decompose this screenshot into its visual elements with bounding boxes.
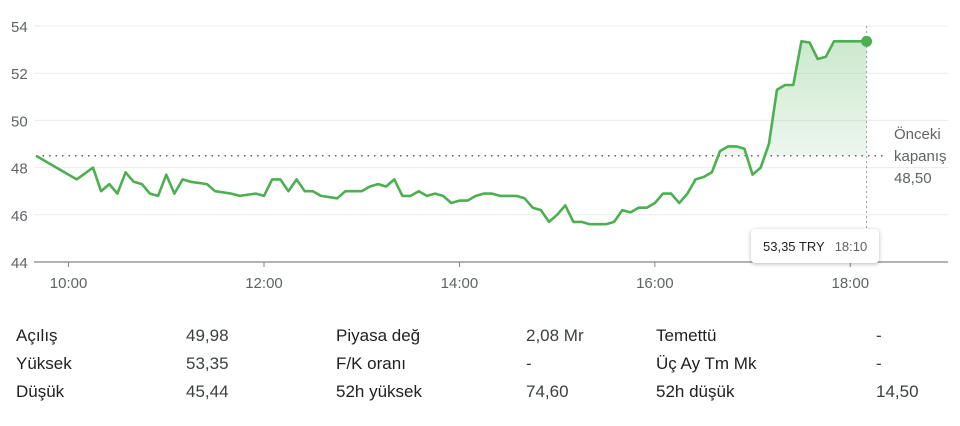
stat-label-52w-low: 52h düşük — [656, 382, 735, 401]
stat-value-low: 45,44 — [186, 382, 229, 401]
price-area-fill — [36, 41, 867, 156]
y-tick-label: 54 — [11, 19, 28, 36]
previous-close-label-line2: kapanış — [894, 148, 947, 165]
x-tick-label: 18:00 — [832, 275, 870, 292]
stat-label-dividend: Temettü — [656, 326, 717, 345]
previous-close-value: 48,50 — [894, 170, 932, 187]
x-tick-label: 12:00 — [245, 275, 283, 292]
stat-label-low: Düşük — [16, 382, 65, 401]
x-tick-label: 10:00 — [50, 275, 88, 292]
y-tick-label: 48 — [11, 161, 28, 178]
stat-label-market-cap: Piyasa değ — [336, 326, 421, 345]
stat-value-quarterly-div: - — [876, 354, 882, 373]
stat-value-open: 49,98 — [186, 326, 229, 345]
stat-label-open: Açılış — [16, 326, 58, 345]
stat-value-52w-low: 14,50 — [876, 382, 919, 401]
current-price-dot[interactable] — [861, 35, 873, 47]
stat-value-market-cap: 2,08 Mr — [526, 326, 584, 345]
stat-value-dividend: - — [876, 326, 882, 345]
tooltip-price: 53,35 TRY — [763, 238, 825, 254]
y-tick-label: 52 — [11, 66, 28, 83]
previous-close-label-line1: Önceki — [894, 125, 941, 143]
y-tick-label: 46 — [11, 208, 28, 225]
y-axis-ticks: 44 46 48 50 52 54 — [11, 19, 28, 272]
price-line — [35, 40, 867, 226]
y-tick-label: 50 — [11, 113, 28, 130]
key-stats-table: Açılış 49,98 Piyasa değ 2,08 Mr Temettü … — [16, 322, 926, 406]
tooltip-time: 18:10 — [834, 238, 868, 254]
stat-label-high: Yüksek — [16, 354, 72, 373]
y-tick-label: 44 — [11, 255, 28, 272]
stat-label-quarterly-div: Üç Ay Tm Mk — [656, 354, 757, 373]
x-tick-label: 16:00 — [636, 275, 674, 292]
price-chart[interactable]: 44 46 48 50 52 54 10:00 12:00 14:00 16:00 18:00 Ö… — [0, 0, 960, 300]
stat-label-pe-ratio: F/K oranı — [336, 354, 406, 373]
stat-label-52w-high: 52h yüksek — [336, 382, 422, 401]
stat-value-pe-ratio: - — [526, 354, 532, 373]
price-tooltip: 53,35 TRY 18:10 — [751, 229, 880, 263]
x-axis-ticks: 10:00 12:00 14:00 16:00 18:00 — [50, 262, 869, 292]
stat-value-52w-high: 74,60 — [526, 382, 569, 401]
x-tick-label: 14:00 — [441, 275, 479, 292]
stat-value-high: 53,35 — [186, 354, 229, 373]
